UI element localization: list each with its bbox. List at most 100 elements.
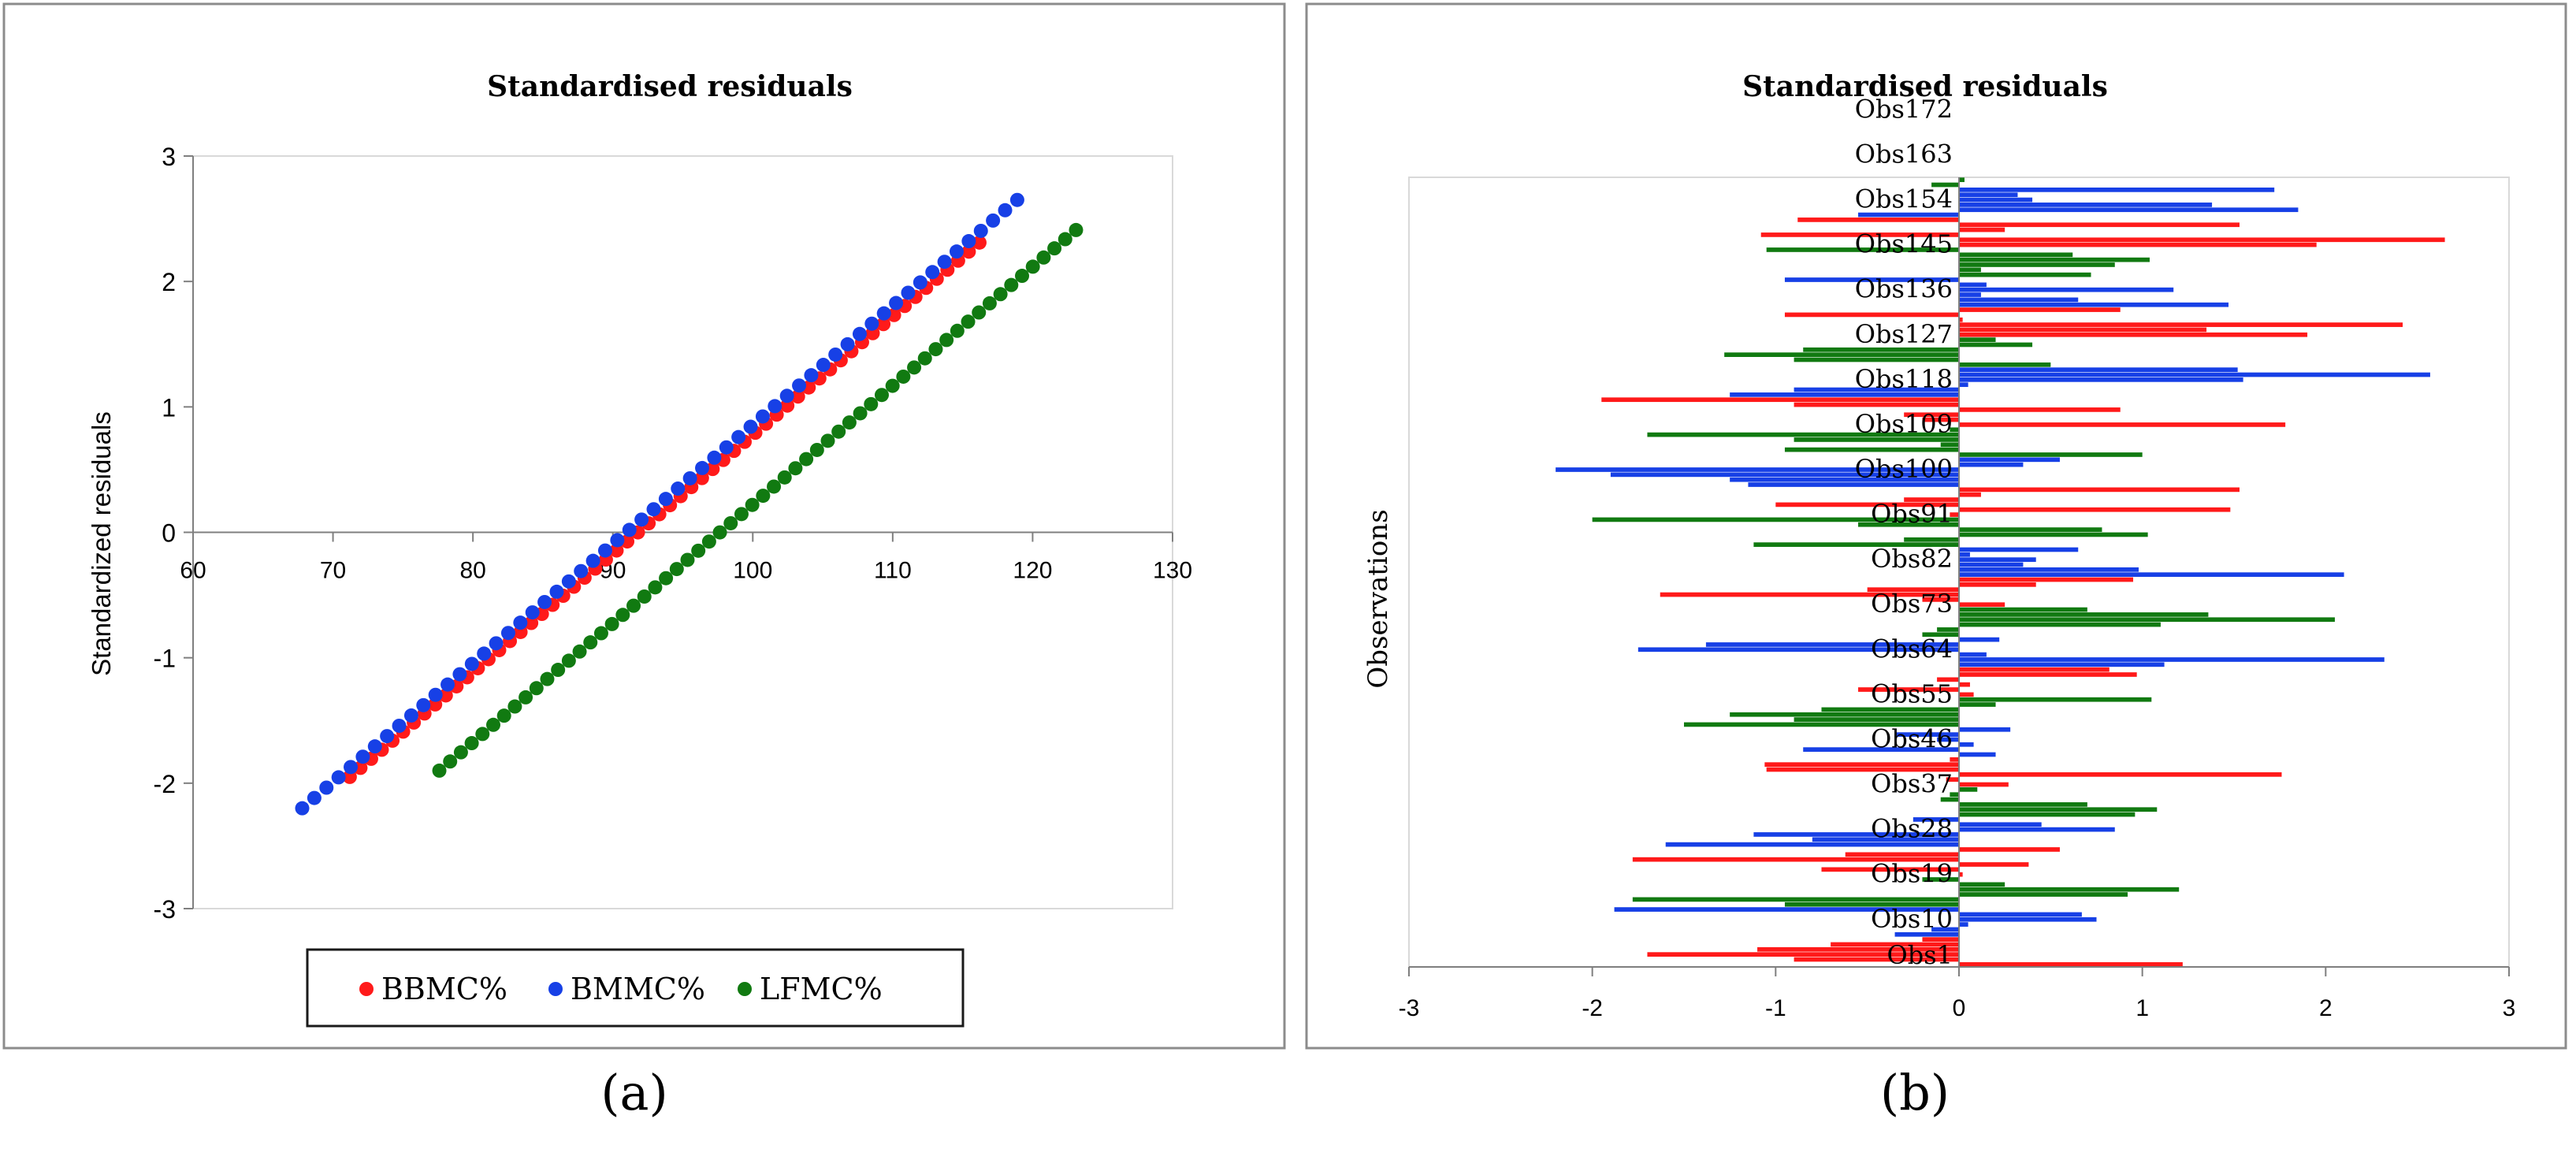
bar [1959, 382, 1968, 388]
data-point-bmmc [998, 203, 1013, 217]
bar [1821, 867, 1959, 872]
x-tick-label: 60 [180, 558, 206, 584]
bar [1959, 807, 2158, 812]
bar [1959, 422, 2286, 427]
data-point-bmmc [925, 265, 940, 280]
bar [1959, 672, 2137, 677]
y-tick-label: Obs10 [1871, 904, 1953, 934]
data-point-lfmc [820, 433, 835, 448]
data-point-lfmc [583, 635, 598, 650]
legend-marker-bbmc [359, 982, 374, 996]
bar [1959, 307, 2121, 312]
bar [1959, 462, 2024, 467]
bar [1867, 587, 1959, 593]
data-point-lfmc [507, 699, 522, 714]
bar [1858, 212, 1959, 217]
data-point-bmmc [768, 399, 782, 414]
bar [1766, 247, 1959, 252]
data-point-bmmc [840, 336, 855, 351]
data-point-bmmc [403, 708, 418, 723]
bar [1684, 722, 1959, 727]
data-point-bmmc [682, 470, 697, 485]
y-tick-label: Obs28 [1871, 814, 1953, 844]
bar [1724, 352, 1959, 357]
bar [1959, 252, 2073, 258]
bar [1794, 387, 1959, 392]
data-point-lfmc [767, 479, 782, 494]
bar [1959, 557, 2036, 562]
y-tick-label: Obs163 [1855, 139, 1953, 169]
data-point-lfmc [561, 653, 576, 668]
data-point-bmmc [646, 502, 661, 517]
panel-b-chart: Standardised residuals Observations Obs1… [1305, 2, 2567, 1050]
bar [1922, 632, 1959, 638]
bar [1784, 277, 1959, 282]
y-tick-label: Obs172 [1855, 94, 1953, 124]
bar [1959, 822, 2042, 827]
legend: BBMC% BMMC% LFMC% [306, 948, 965, 1028]
bar [1959, 916, 2097, 922]
data-point-lfmc [626, 598, 641, 613]
bar [1937, 737, 1959, 742]
x-tick-label: -3 [1399, 995, 1420, 1021]
bar [1959, 802, 2087, 807]
bar [1950, 792, 1959, 798]
x-tick-label: -1 [1765, 995, 1786, 1021]
bar [1592, 517, 1959, 522]
x-tick-label: 0 [1953, 995, 1966, 1021]
x-tick-label: 80 [459, 558, 485, 584]
y-tick-label: Obs109 [1855, 409, 1953, 439]
bar [1959, 257, 2150, 262]
bar [1959, 302, 2229, 307]
data-point-bmmc [549, 584, 564, 599]
bar [1959, 407, 2121, 412]
data-point-lfmc [1047, 241, 1062, 256]
data-point-bmmc [331, 770, 346, 785]
data-point-lfmc [917, 351, 932, 366]
bar [1959, 682, 1970, 687]
data-point-lfmc [1036, 250, 1051, 265]
data-point-lfmc [464, 736, 479, 751]
y-tick-label: Obs145 [1855, 229, 1953, 259]
bar [1959, 567, 2139, 572]
bar [1797, 217, 1959, 222]
bar [1959, 377, 2243, 382]
data-point-bmmc [416, 697, 431, 712]
bar [1959, 372, 2430, 377]
bar [1959, 337, 1996, 342]
data-point-lfmc [1004, 277, 1019, 292]
bar [1959, 332, 2308, 337]
bar [1748, 482, 1959, 487]
data-point-lfmc [519, 690, 533, 705]
bar [1959, 827, 2115, 832]
data-point-bmmc [658, 492, 673, 507]
x-tick-label: 110 [874, 558, 912, 584]
bar [1959, 192, 2018, 198]
bar [1660, 592, 1959, 597]
y-tick-label: -1 [154, 645, 176, 673]
data-point-bmmc [731, 429, 746, 444]
data-point-lfmc [701, 534, 716, 549]
bar [1647, 952, 1959, 957]
y-tick-label: Obs118 [1855, 364, 1953, 394]
bar [1959, 177, 1965, 183]
y-tick-label: Obs100 [1855, 454, 1953, 484]
bar [1894, 732, 1959, 737]
bar [1959, 547, 2079, 552]
bar [1959, 237, 2445, 243]
bar [1959, 292, 1981, 297]
bar [1959, 617, 2335, 623]
bar [1730, 477, 1959, 482]
bar [1922, 877, 1959, 882]
bar [1831, 942, 1959, 947]
y-tick-label: Obs19 [1871, 859, 1953, 889]
data-point-bmmc [610, 533, 625, 548]
bar [1959, 961, 2183, 967]
data-point-bmmc [937, 255, 952, 270]
bar [1959, 812, 2136, 817]
y-axis-label: Standardized residuals [87, 411, 116, 676]
y-tick-label: Obs64 [1871, 634, 1953, 664]
bar [1610, 472, 1959, 478]
bar [1959, 667, 2109, 672]
data-point-bmmc [804, 368, 819, 383]
